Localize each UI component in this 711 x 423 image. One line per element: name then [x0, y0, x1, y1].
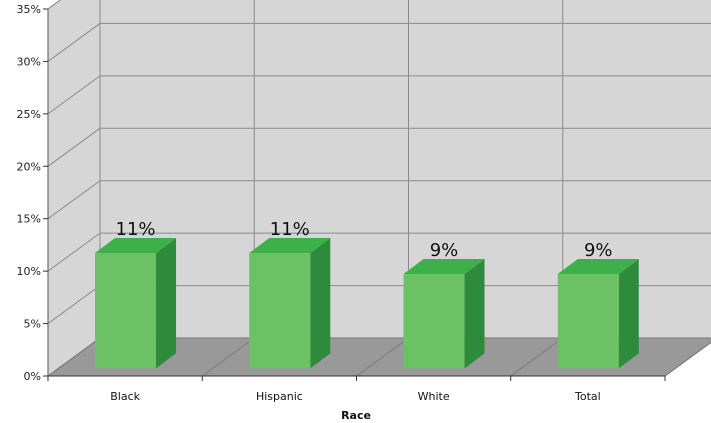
floor-divider	[510, 337, 564, 377]
bar-side	[156, 238, 177, 369]
bar-side	[464, 259, 485, 369]
x-tick-label: Total	[574, 390, 601, 403]
y-gridline	[47, 22, 711, 62]
bar-front	[403, 274, 465, 369]
floor-divider	[356, 337, 409, 377]
y-tick-label: 35%	[17, 3, 41, 16]
bar-top	[95, 238, 177, 254]
floor-divider	[664, 341, 711, 377]
bar-side	[618, 259, 639, 369]
x-tick-label: Hispanic	[256, 390, 303, 403]
x-tick-label: Black	[110, 390, 140, 403]
bar: 11%	[249, 219, 331, 369]
floor-divider	[47, 337, 101, 377]
bars: 11% 11% 9% 9%	[95, 219, 639, 369]
side-wall	[47, 0, 101, 377]
y-tick-label: 25%	[17, 108, 41, 121]
y-gridline	[47, 180, 711, 220]
y-axis-ticks: 0% 5% 10% 15% 20% 25% 30% 35%	[17, 3, 48, 383]
y-tick-label: 15%	[17, 213, 41, 226]
data-label: 11%	[116, 219, 156, 240]
bar-front	[249, 253, 311, 369]
bar-top	[403, 259, 485, 275]
bar: 11%	[95, 219, 177, 369]
bar-side	[310, 238, 331, 369]
y-gridline	[47, 127, 711, 167]
x-axis-title: Race	[341, 409, 371, 422]
data-label: 9%	[584, 240, 613, 261]
y-tick-label: 5%	[24, 318, 41, 331]
bar-top	[557, 259, 639, 275]
bar: 9%	[557, 240, 639, 369]
bar: 9%	[403, 240, 485, 369]
y-tick-label: 20%	[17, 160, 41, 173]
bar-front	[557, 274, 619, 369]
y-gridline	[47, 232, 711, 272]
data-label: 11%	[270, 219, 310, 240]
y-gridline	[47, 75, 711, 115]
data-label: 9%	[430, 240, 459, 261]
bar-front	[95, 253, 157, 369]
x-tick-label: White	[418, 390, 450, 403]
floor-divider	[201, 337, 255, 377]
y-tick-label: 10%	[17, 265, 41, 278]
x-axis-ticks: Black Hispanic White Total	[47, 376, 666, 403]
y-tick-label: 0%	[24, 370, 41, 383]
bar-top	[249, 238, 331, 254]
y-tick-label: 30%	[17, 55, 41, 68]
